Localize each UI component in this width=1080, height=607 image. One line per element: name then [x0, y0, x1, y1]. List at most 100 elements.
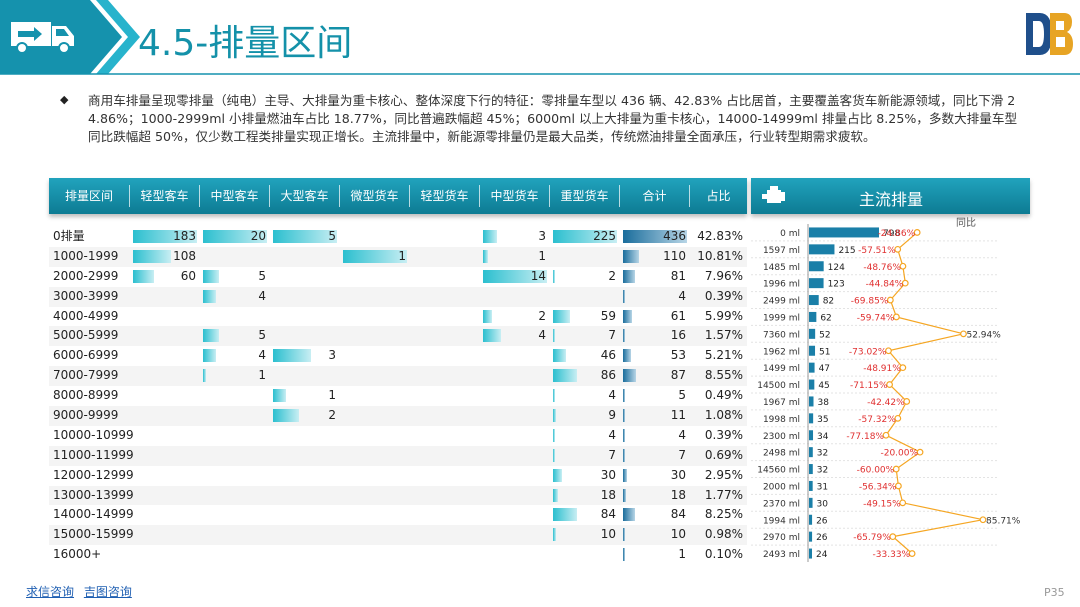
cell-value: 183	[173, 229, 196, 243]
cell-value: 2	[608, 268, 616, 283]
cell-bar	[553, 309, 570, 323]
yoy-label: -69.85%	[851, 297, 889, 307]
row-label: 15000-15999	[53, 527, 134, 542]
table-cell: 59	[550, 307, 620, 327]
cell-value: 225	[593, 229, 616, 243]
yoy-point	[979, 516, 987, 524]
row-label: 1000-1999	[53, 248, 119, 263]
value-bar	[809, 531, 813, 542]
row-percent: 0.69%	[704, 447, 743, 462]
cell-value: 59	[600, 308, 616, 323]
cell-value: 5	[258, 268, 266, 283]
footer-link-2[interactable]: 吉图咨询	[83, 585, 132, 599]
cell-value: 4	[258, 348, 266, 363]
table-row: 11000-11999 7 7 0.69%	[49, 445, 747, 466]
value-bar	[809, 244, 835, 255]
row-label: 8000-8999	[53, 388, 119, 403]
table-row: 0排量 183 20 5 3 225 436 42.83%	[49, 227, 747, 247]
value-bar	[809, 480, 813, 491]
value-bar	[809, 328, 816, 339]
table-row: 9000-9999 2 9 11 1.08%	[49, 406, 747, 426]
row-percent: 0.39%	[704, 288, 743, 303]
page-title: 4.5-排量区间	[138, 23, 353, 64]
category-label: 1597 ml	[763, 246, 800, 256]
row-label: 16000+	[53, 547, 102, 562]
yoy-label: 52.94%	[966, 330, 1001, 340]
yoy-point	[903, 398, 911, 405]
yoy-label: -42.42%	[867, 398, 905, 408]
value-label: 30	[817, 499, 829, 509]
value-bar	[809, 227, 879, 238]
category-label: 0 ml	[780, 229, 800, 239]
yoy-label: -60.00%	[857, 466, 895, 476]
yoy-point	[960, 330, 967, 338]
table-cell: 11	[620, 406, 690, 426]
bullet-icon: ◆	[60, 93, 69, 106]
table-row: 1000-1999 108 1 1 110 10.81%	[49, 246, 747, 267]
row-label: 6000-6999	[53, 348, 119, 363]
category-label: 2000 ml	[763, 482, 800, 492]
table-cell: 3	[270, 346, 340, 366]
table-cell: 1	[340, 247, 410, 267]
cell-value: 81	[670, 268, 686, 283]
value-label: 32	[817, 449, 828, 459]
yoy-point	[886, 296, 894, 304]
cell-value: 7	[608, 447, 616, 462]
row-percent: 7.96%	[704, 268, 743, 283]
page-number: P35	[1044, 586, 1065, 599]
table-cell: 87	[620, 366, 690, 386]
header-banner: 4.5-排量区间	[0, 0, 1080, 78]
value-label: 124	[828, 263, 845, 273]
table-row: 6000-6999 4 3 46 53 5.21%	[49, 346, 747, 367]
footer-link-1[interactable]: 求信咨询	[26, 585, 75, 599]
truck-icon	[8, 16, 80, 60]
cell-bar	[623, 468, 627, 482]
table-cell: 10	[550, 525, 620, 545]
table-cell: 86	[550, 366, 620, 386]
row-label: 3000-3999	[53, 288, 119, 303]
table-cell: 436	[620, 227, 690, 247]
col-header-7: 重型货车	[550, 185, 620, 207]
cell-value: 14	[530, 268, 546, 283]
row-percent: 0.49%	[704, 388, 743, 403]
yoy-point	[913, 229, 921, 236]
table-cell: 5	[620, 386, 690, 406]
yoy-point	[899, 499, 907, 507]
yoy-point	[886, 381, 893, 388]
cell-bar	[553, 389, 555, 403]
table-cell: 4	[550, 426, 620, 446]
cell-bar	[273, 230, 337, 243]
table-cell: 1	[620, 545, 690, 565]
value-bar	[809, 311, 817, 322]
mainstream-chart: 0 ml 798-24.86% 1597 ml 215 -57.51% 1485 ml 12…	[751, 224, 1021, 562]
value-bar	[809, 278, 824, 289]
cell-bar	[553, 528, 556, 542]
table-cell: 84	[620, 505, 690, 525]
category-label: 1999 ml	[763, 313, 800, 323]
table-cell: 18	[620, 486, 690, 506]
cell-value: 30	[670, 467, 686, 482]
table-cell: 1	[270, 386, 340, 406]
table-cell: 1	[480, 247, 550, 267]
table-cell: 5	[200, 267, 270, 287]
cell-value: 3	[328, 348, 336, 363]
yoy-point	[895, 482, 902, 490]
col-header-0: 排量区间	[49, 185, 130, 207]
table-row: 12000-12999 30 30 2.95%	[49, 465, 747, 486]
cell-bar	[483, 309, 492, 323]
row-label: 0排量	[53, 229, 85, 243]
yoy-label: -33.33%	[873, 550, 911, 560]
value-label: 24	[816, 550, 828, 560]
cell-bar	[623, 369, 636, 383]
cell-value: 5	[678, 388, 686, 403]
row-label: 11000-11999	[53, 447, 134, 462]
cell-bar	[553, 269, 555, 283]
cell-bar	[623, 349, 631, 363]
yoy-point	[882, 431, 890, 439]
table-row: 13000-13999 18 18 1.77%	[49, 485, 747, 506]
value-label: 38	[818, 398, 830, 408]
yoy-label: -44.84%	[866, 280, 904, 290]
cell-value: 84	[600, 507, 616, 522]
yoy-point	[894, 245, 902, 253]
row-percent: 1.77%	[704, 487, 743, 502]
